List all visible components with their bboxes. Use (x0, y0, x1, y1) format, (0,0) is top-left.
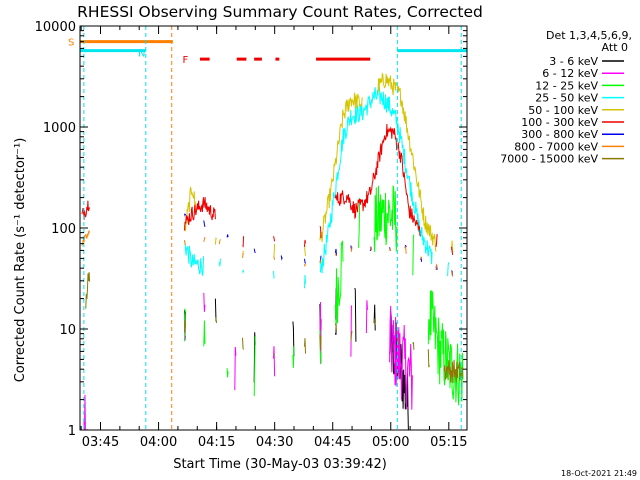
x-tick-label-5: 05:00 (372, 435, 409, 450)
marker-layer (80, 26, 467, 430)
y-tick-label-4: 10000 (35, 20, 76, 35)
series-line-2 (184, 184, 464, 406)
flare-label: F (183, 55, 189, 66)
axis-layer: S N F 1 10 100 1000 10000 03:45 04:00 04:15 04:30 04… (35, 20, 468, 450)
x-tick-label-2: 04:15 (198, 435, 235, 450)
series-line-1 (83, 288, 413, 430)
series-line-3 (184, 86, 467, 289)
legend-label-6: 300 - 800 keV (521, 128, 598, 141)
series-line-5 (81, 123, 467, 255)
y-tick-label-1: 10 (59, 323, 76, 338)
x-tick-label-0: 03:45 (82, 435, 119, 450)
x-tick-label-3: 04:30 (256, 435, 293, 450)
legend-header-line-2: Att 0 (602, 41, 628, 54)
series-line-0 (184, 287, 409, 430)
timestamp: 18-Oct-2021 21:49 (561, 469, 637, 478)
series-layer (81, 72, 467, 430)
legend-label-8: 7000 - 15000 keV (500, 153, 598, 166)
legend-label-0: 3 - 6 keV (549, 55, 598, 68)
legend-label-1: 6 - 12 keV (542, 67, 598, 80)
legend-header-line-1: Det 1,3,4,5,6,9, (546, 29, 632, 42)
legend-label-3: 25 - 50 keV (535, 92, 598, 105)
x-axis-label: Start Time (30-May-03 03:39:42) (173, 457, 387, 472)
x-tick-label-4: 04:45 (314, 435, 351, 450)
legend-label-5: 100 - 300 keV (521, 116, 598, 129)
legend-label-2: 12 - 25 keV (535, 79, 598, 92)
legend-label-7: 800 - 7000 keV (514, 140, 598, 153)
x-tick-label-6: 05:15 (430, 435, 467, 450)
series-line-4 (184, 72, 467, 258)
x-tick-label-1: 04:00 (140, 435, 177, 450)
y-tick-label-2: 100 (51, 222, 76, 237)
night-label: N (138, 49, 145, 60)
series-line-8 (85, 272, 464, 383)
series-line-7 (81, 230, 467, 278)
legend-label-4: 50 - 100 keV (528, 104, 598, 117)
y-axis-label: Corrected Count Rate (s⁻¹ detector⁻¹) (13, 138, 28, 383)
y-tick-label-0: 1 (68, 424, 76, 439)
saa-label: S (68, 38, 74, 49)
y-tick-label-3: 1000 (43, 121, 76, 136)
chart-title: RHESSI Observing Summary Count Rates, Co… (77, 3, 483, 21)
